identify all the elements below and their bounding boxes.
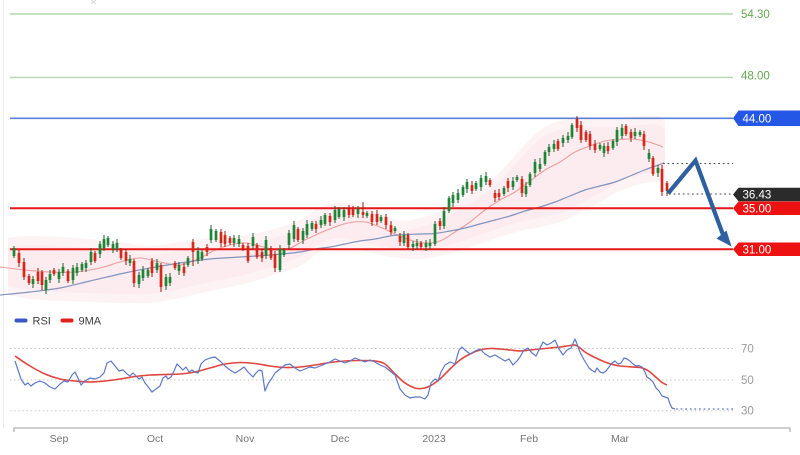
svg-text:36.43: 36.43	[743, 190, 772, 202]
svg-text:70: 70	[741, 344, 754, 356]
svg-text:Nov: Nov	[236, 433, 255, 445]
svg-text:Feb: Feb	[520, 433, 538, 445]
svg-text:35.00: 35.00	[743, 203, 772, 215]
svg-text:Oct: Oct	[147, 433, 163, 445]
svg-text:30: 30	[741, 406, 754, 418]
svg-text:9MA: 9MA	[79, 316, 102, 328]
svg-text:RSI: RSI	[33, 316, 51, 328]
svg-text:Mar: Mar	[611, 433, 630, 445]
svg-text:Dec: Dec	[331, 433, 350, 445]
svg-text:44.00: 44.00	[743, 113, 772, 125]
svg-text:50: 50	[741, 375, 754, 387]
svg-text:54.30: 54.30	[741, 9, 770, 21]
svg-text:31.00: 31.00	[743, 244, 772, 256]
svg-text:48.00: 48.00	[741, 71, 770, 83]
svg-text:Sep: Sep	[50, 433, 69, 445]
svg-text:2023: 2023	[422, 433, 446, 445]
